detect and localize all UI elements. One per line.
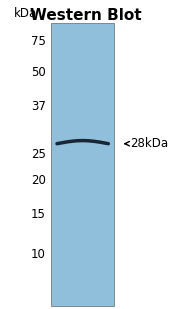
Text: 37: 37 <box>31 100 46 113</box>
Text: Western Blot: Western Blot <box>30 8 141 23</box>
Text: 28kDa: 28kDa <box>130 137 168 150</box>
Text: 75: 75 <box>31 35 46 48</box>
Text: 15: 15 <box>31 208 46 221</box>
Text: kDa: kDa <box>14 7 37 20</box>
Text: 10: 10 <box>31 248 46 261</box>
Bar <box>51 23 114 306</box>
Text: 20: 20 <box>31 174 46 187</box>
Text: 25: 25 <box>31 148 46 161</box>
Text: 50: 50 <box>31 66 46 79</box>
